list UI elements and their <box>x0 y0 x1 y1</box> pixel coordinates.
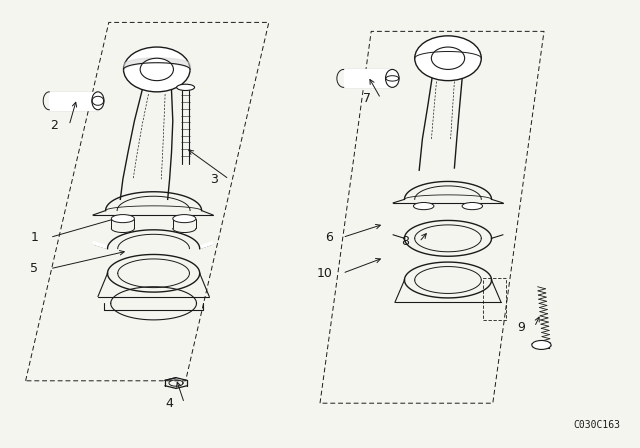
Text: 3: 3 <box>210 172 218 186</box>
Ellipse shape <box>92 92 104 110</box>
Ellipse shape <box>140 58 173 81</box>
Text: 7: 7 <box>364 92 371 105</box>
Text: 5: 5 <box>31 262 38 276</box>
Text: 6: 6 <box>325 231 333 244</box>
Text: 9: 9 <box>517 320 525 334</box>
Text: 8: 8 <box>402 235 410 249</box>
Polygon shape <box>49 92 98 110</box>
Ellipse shape <box>173 215 196 223</box>
Text: 2: 2 <box>50 119 58 132</box>
Text: 1: 1 <box>31 231 38 244</box>
Text: 10: 10 <box>317 267 333 280</box>
Text: C030C163: C030C163 <box>574 420 621 430</box>
Ellipse shape <box>431 47 465 69</box>
Ellipse shape <box>462 202 483 210</box>
Ellipse shape <box>177 84 195 90</box>
Ellipse shape <box>532 340 551 349</box>
Polygon shape <box>200 242 212 249</box>
Ellipse shape <box>111 215 134 223</box>
Ellipse shape <box>124 47 190 92</box>
Ellipse shape <box>415 36 481 81</box>
Text: 4: 4 <box>165 396 173 410</box>
Polygon shape <box>344 69 392 87</box>
Polygon shape <box>93 242 108 249</box>
Ellipse shape <box>385 69 399 87</box>
Ellipse shape <box>413 202 434 210</box>
